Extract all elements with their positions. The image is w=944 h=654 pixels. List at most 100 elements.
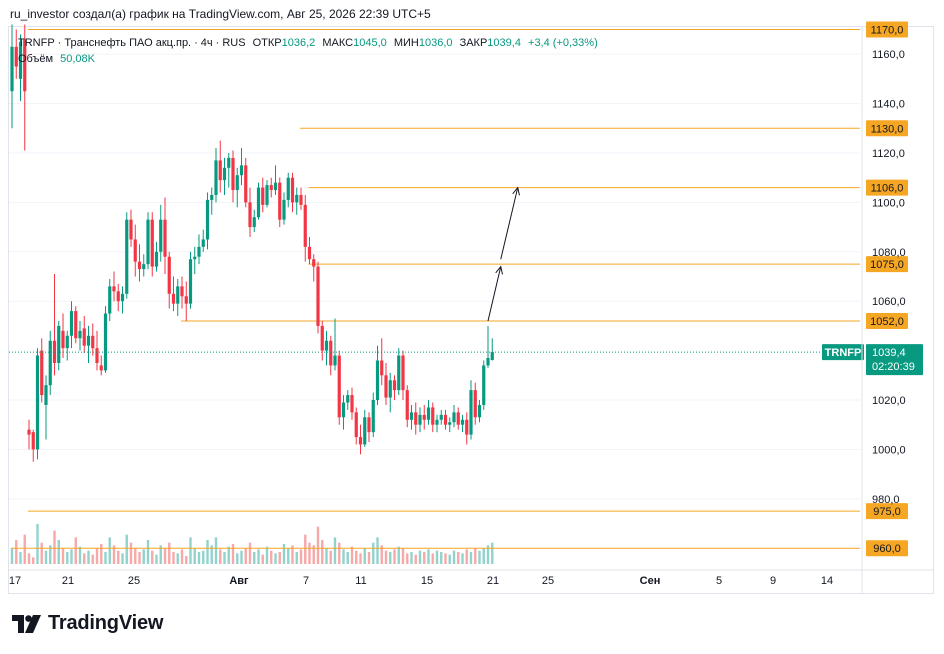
volume-bar <box>44 550 48 564</box>
volume-bar <box>159 545 162 564</box>
candle-body <box>307 246 312 260</box>
candle-body <box>435 419 439 425</box>
volume-bar <box>117 550 120 564</box>
volume-bar <box>146 540 150 564</box>
volume-bar <box>363 548 366 564</box>
volume-bar <box>304 534 307 564</box>
candle-body <box>69 311 74 336</box>
candle-body <box>48 340 52 386</box>
volume-bar <box>95 548 99 564</box>
candle-body <box>244 165 248 203</box>
volume-bar <box>486 545 490 564</box>
chart-frame[interactable] <box>8 26 934 594</box>
level-price-tag <box>866 312 908 329</box>
last-price-tag <box>866 344 923 376</box>
volume-bar <box>172 552 175 564</box>
volume-bar <box>452 550 456 564</box>
volume-bar <box>36 524 39 564</box>
candle-body <box>176 286 180 304</box>
volume-bar <box>431 553 434 564</box>
volume-bar <box>53 530 56 564</box>
candle-body <box>184 296 188 304</box>
x-axis-tick-label: 21 <box>487 575 499 587</box>
volume-bar <box>333 537 337 564</box>
candle-body <box>354 412 358 438</box>
volume-bar <box>125 534 128 564</box>
candle-body <box>23 39 27 92</box>
x-axis-tick-label: 25 <box>542 575 554 587</box>
candle-body <box>154 251 159 267</box>
volume-bar <box>312 545 315 564</box>
chart-legend: TRNFP · Транснефть ПАО акц.пр. · 4ч · RUS ОТКР… <box>18 35 598 67</box>
candle-body <box>159 219 163 252</box>
candle-body <box>95 348 99 363</box>
volume-bar <box>278 552 281 564</box>
candle-body <box>371 400 375 433</box>
volume-bar <box>478 550 481 564</box>
volume-bar <box>121 553 124 564</box>
candle-body <box>452 412 456 423</box>
x-axis-tick-label: 5 <box>716 575 722 587</box>
volume-bar <box>189 537 192 564</box>
symbol-price-tag-label: TRNFP <box>825 347 862 359</box>
volume-bar <box>346 552 349 564</box>
volume-bar <box>448 554 451 564</box>
candle-body <box>150 219 154 267</box>
volume-bar <box>401 548 405 564</box>
volume-bar <box>325 548 328 564</box>
legend-price-row: TRNFP · Транснефть ПАО акц.пр. · 4ч · RUS ОТКР… <box>18 37 598 49</box>
arrow-head <box>495 265 503 275</box>
candle-body <box>82 328 86 346</box>
volume-bar <box>316 526 320 564</box>
candle-body <box>392 380 397 391</box>
arrow-annotation[interactable] <box>487 266 502 322</box>
candle-body <box>448 422 452 425</box>
volume-bar <box>91 554 94 564</box>
level-price-label: 1170,0 <box>871 24 904 36</box>
x-axis-tick-label: 7 <box>303 575 309 587</box>
volume-bar <box>291 545 294 564</box>
candle-body <box>269 185 273 191</box>
candle-body <box>341 402 346 418</box>
candle-body <box>180 286 184 297</box>
volume-bar <box>40 542 43 564</box>
volume-bar <box>338 542 341 564</box>
x-axis-tick-label: 14 <box>821 575 833 587</box>
volume-bar <box>261 554 264 564</box>
arrow-head <box>512 186 520 196</box>
legend-exchange: RUS <box>222 37 246 49</box>
candle-body <box>346 395 350 403</box>
arrow-annotation[interactable] <box>500 187 519 260</box>
volume-bar <box>180 549 184 564</box>
level-price-tag <box>866 179 908 196</box>
volume-bar <box>23 534 26 564</box>
volume-bar <box>61 548 65 564</box>
legend-interval[interactable]: 4ч <box>200 37 213 49</box>
legend-symbol[interactable]: TRNFP <box>18 37 55 49</box>
x-axis-tick-label: Авг <box>229 575 249 587</box>
volume-bar <box>66 552 69 564</box>
x-axis-tick-label: 25 <box>128 575 140 587</box>
volume-bar <box>19 552 22 564</box>
legend-instrument-name: Транснефть ПАО акц.пр. <box>64 37 192 49</box>
volume-bar <box>206 540 209 564</box>
candle-body <box>282 199 286 220</box>
candle-body <box>375 360 380 401</box>
volume-bar <box>287 548 290 564</box>
volume-bar <box>350 546 354 564</box>
tradingview-logo-icon <box>12 614 41 633</box>
tradingview-brand[interactable]: TradingView <box>12 612 163 635</box>
volume-bar <box>163 548 167 564</box>
volume-bar <box>253 552 256 564</box>
candle-body <box>163 219 167 257</box>
candle-body <box>363 417 367 445</box>
candle-body <box>439 414 443 420</box>
volume-bar <box>32 557 35 564</box>
y-axis-tick-label: 1000,0 <box>872 444 906 456</box>
candle-body <box>265 185 269 205</box>
x-axis-tick-label: Сен <box>640 575 661 587</box>
y-axis-tick-label: 1020,0 <box>872 395 906 407</box>
volume-bar <box>134 548 137 564</box>
volume-bar <box>83 553 86 564</box>
